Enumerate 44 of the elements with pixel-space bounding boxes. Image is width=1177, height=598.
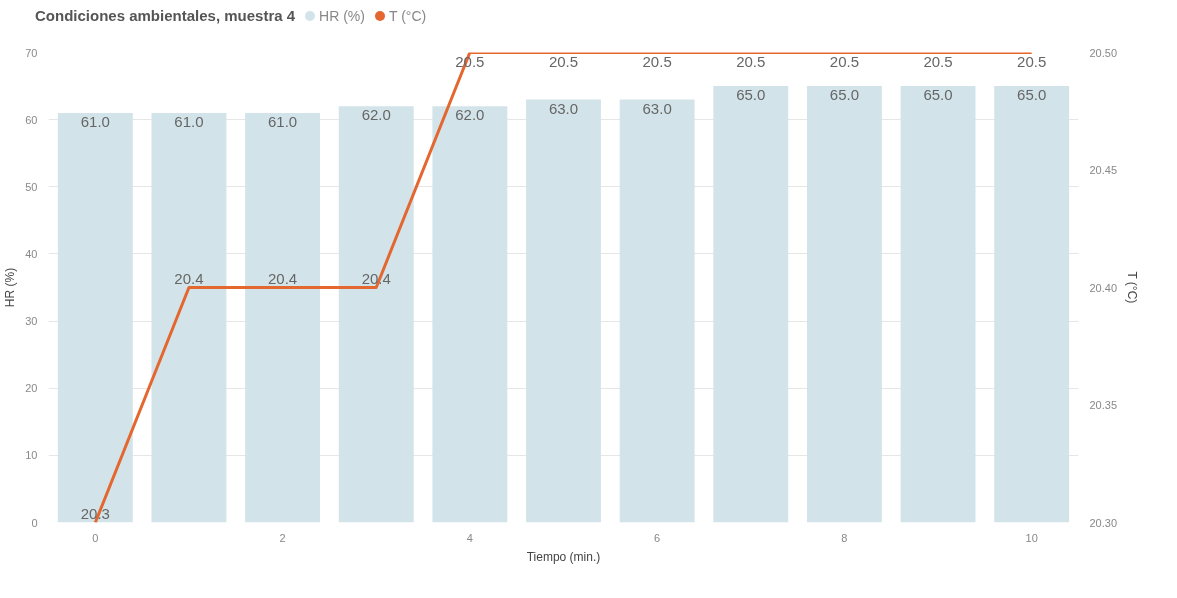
data-label: 20.4	[174, 269, 204, 287]
data-label: 20.5	[642, 52, 672, 70]
data-label: 61.0	[80, 112, 110, 130]
y2-tick-label: 20.30	[1089, 516, 1118, 529]
data-label: 20.5	[829, 52, 860, 70]
data-label: 20.5	[548, 52, 579, 70]
data-label: 61.0	[267, 112, 298, 130]
x-tick-label: 8	[841, 531, 848, 544]
y-tick-label: 10	[25, 449, 38, 462]
chart-title: Condiciones ambientales, muestra 4	[35, 7, 296, 24]
y-tick-label: 60	[25, 113, 38, 126]
x-axis-title: Tiempo (min.)	[526, 549, 601, 564]
x-tick-label: 6	[654, 531, 661, 544]
data-label: 20.5	[1017, 52, 1047, 70]
y2-tick-label: 20.35	[1089, 399, 1118, 411]
x-tick-label: 4	[466, 531, 473, 544]
legend-label: HR (%)	[318, 8, 365, 24]
y-tick-label: 0	[31, 516, 38, 529]
data-label: 20.5	[923, 52, 953, 70]
y-tick-label: 70	[25, 46, 38, 59]
y-tick-label: 50	[25, 180, 38, 193]
y-axis-title: HR (%)	[3, 267, 18, 308]
data-label: 65.0	[1017, 86, 1047, 104]
y2-tick-label: 20.45	[1089, 164, 1118, 176]
data-label: 62.0	[455, 106, 485, 124]
data-label: 63.0	[548, 99, 579, 117]
data-label: 65.0	[923, 86, 953, 104]
legend-label: T (°C)	[388, 8, 427, 24]
y-tick-label: 30	[25, 315, 38, 328]
y2-axis-title: T (°C)	[1125, 271, 1140, 304]
x-tick-label: 2	[279, 531, 286, 544]
x-tick-label: 0	[92, 531, 99, 544]
x-tick-label: 10	[1025, 531, 1038, 544]
data-label: 20.5	[736, 52, 766, 70]
y2-tick-label: 20.50	[1089, 46, 1118, 59]
data-label: 63.0	[642, 99, 672, 117]
data-label: 65.0	[829, 86, 860, 104]
y2-tick-label: 20.40	[1089, 281, 1118, 294]
data-label: 20.4	[267, 269, 298, 287]
data-label: 65.0	[736, 86, 766, 104]
data-label: 62.0	[361, 106, 391, 124]
data-label: 61.0	[174, 112, 204, 130]
y-tick-label: 20	[25, 382, 38, 395]
y-tick-label: 40	[25, 247, 38, 260]
